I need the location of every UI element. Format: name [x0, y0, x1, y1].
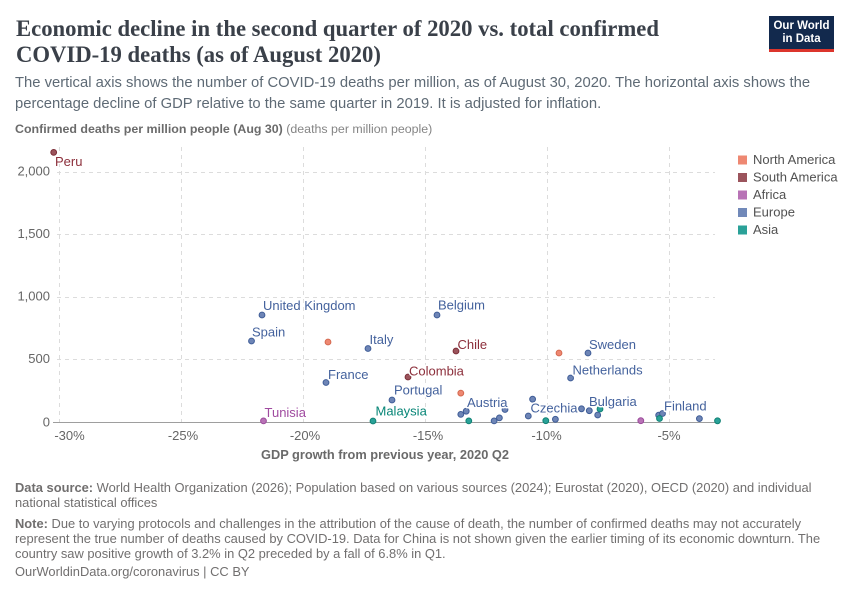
- svg-text:Austria: Austria: [467, 395, 508, 410]
- svg-text:-10%: -10%: [531, 428, 562, 443]
- svg-text:Spain: Spain: [252, 325, 285, 340]
- svg-text:Belgium: Belgium: [438, 298, 485, 313]
- svg-text:Tunisia: Tunisia: [265, 405, 307, 420]
- svg-text:Peru: Peru: [55, 154, 82, 169]
- svg-text:0: 0: [43, 414, 50, 429]
- svg-text:Finland: Finland: [664, 399, 707, 414]
- svg-text:1,000: 1,000: [17, 289, 50, 304]
- svg-text:Malaysia: Malaysia: [376, 404, 428, 419]
- svg-text:2,000: 2,000: [17, 164, 50, 179]
- svg-text:Czechia: Czechia: [531, 401, 579, 416]
- svg-text:Europe: Europe: [753, 205, 795, 220]
- svg-text:France: France: [328, 367, 368, 382]
- svg-text:-25%: -25%: [168, 428, 199, 443]
- svg-text:United Kingdom: United Kingdom: [263, 298, 356, 313]
- svg-text:Chile: Chile: [458, 337, 488, 352]
- svg-text:-20%: -20%: [290, 428, 321, 443]
- svg-text:GDP growth from previous year,: GDP growth from previous year, 2020 Q2: [261, 447, 509, 462]
- svg-text:Italy: Italy: [370, 332, 394, 347]
- svg-text:-5%: -5%: [657, 428, 681, 443]
- svg-text:Asia: Asia: [753, 222, 779, 237]
- svg-text:-30%: -30%: [54, 428, 85, 443]
- svg-text:1,500: 1,500: [17, 226, 50, 241]
- svg-text:Colombia: Colombia: [409, 364, 465, 379]
- svg-text:-15%: -15%: [413, 428, 444, 443]
- svg-text:Bulgaria: Bulgaria: [589, 394, 637, 409]
- svg-text:500: 500: [28, 351, 50, 366]
- svg-text:Africa: Africa: [753, 187, 787, 202]
- svg-text:Netherlands: Netherlands: [573, 363, 644, 378]
- svg-text:North America: North America: [753, 152, 836, 167]
- svg-text:Portugal: Portugal: [394, 383, 443, 398]
- svg-text:South America: South America: [753, 170, 838, 185]
- svg-text:Sweden: Sweden: [589, 337, 636, 352]
